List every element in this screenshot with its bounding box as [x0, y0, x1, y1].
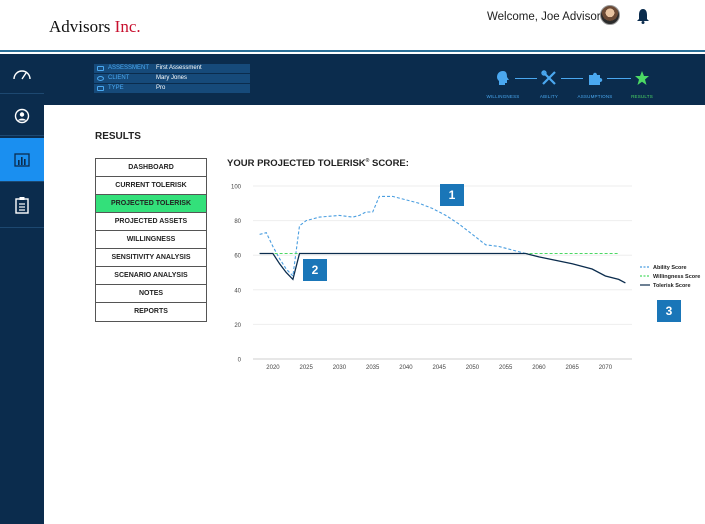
type-icon [97, 86, 104, 91]
callout-badge: 2 [303, 259, 327, 281]
chart-title: YOUR PROJECTED TOLERISK® SCORE: [227, 158, 409, 169]
x-tick-label: 2020 [266, 365, 280, 371]
step-label-willingness: WILLINGNESS [486, 94, 520, 99]
bell-icon[interactable] [636, 8, 650, 24]
brand-logo[interactable]: Advisors Inc. [49, 17, 141, 37]
step-results[interactable] [632, 68, 652, 88]
results-menu: DASHBOARD CURRENT TOLERISK PROJECTED TOL… [95, 158, 207, 322]
welcome-text: Welcome, Joe Advisor [487, 11, 601, 23]
legend-label: Ability Score [653, 265, 687, 271]
x-tick-label: 2055 [499, 365, 513, 371]
sidebar-item-reports[interactable] [0, 182, 44, 228]
y-tick-label: 100 [231, 185, 242, 191]
chart-title-text: YOUR PROJECTED TOLERISK [227, 158, 366, 170]
step-label-assumptions: ASSUMPTIONS [577, 94, 613, 99]
dashboard-gauge-icon [13, 69, 31, 79]
brand-name: Advisors [49, 17, 115, 36]
y-tick-label: 0 [238, 358, 242, 364]
chart-icon [14, 152, 30, 167]
x-tick-label: 2060 [532, 365, 546, 371]
step-connector [561, 78, 583, 79]
page-title: RESULTS [95, 131, 141, 142]
sidebar-item-dashboard[interactable] [0, 54, 44, 94]
step-willingness[interactable] [493, 68, 513, 88]
star-icon [635, 71, 649, 85]
assessment-label: ASSESSMENT [108, 65, 150, 71]
brand-suffix: Inc. [114, 17, 141, 36]
type-row: TYPE Pro [94, 84, 250, 93]
assessment-bar: ASSESSMENT First Assessment CLIENT Mary … [44, 54, 705, 105]
type-label: TYPE [108, 85, 124, 91]
clipboard-icon [15, 196, 29, 214]
menu-item-notes[interactable]: NOTES [96, 285, 206, 303]
x-tick-label: 2050 [466, 365, 480, 371]
avatar[interactable] [600, 5, 620, 25]
top-header: Advisors Inc. Welcome, Joe Advisor [0, 0, 705, 52]
menu-item-projected-assets[interactable]: PROJECTED ASSETS [96, 213, 206, 231]
x-tick-label: 2035 [366, 365, 380, 371]
assessment-row: ASSESSMENT First Assessment [94, 64, 250, 73]
head-icon [497, 71, 509, 85]
menu-item-dashboard[interactable]: DASHBOARD [96, 159, 206, 177]
puzzle-icon [589, 72, 603, 85]
x-tick-label: 2070 [599, 365, 613, 371]
y-tick-label: 80 [234, 219, 241, 225]
menu-item-scenario-analysis[interactable]: SCENARIO ANALYSIS [96, 267, 206, 285]
step-label-ability: ABILITY [539, 94, 559, 99]
menu-item-reports[interactable]: REPORTS [134, 308, 168, 315]
y-tick-label: 20 [234, 323, 241, 329]
registered-mark: ® [365, 158, 370, 164]
user-icon [14, 108, 30, 123]
y-tick-label: 40 [234, 288, 241, 294]
tools-icon [541, 70, 556, 85]
legend-label: Tolerisk Score [653, 283, 691, 289]
step-label-results: RESULTS [631, 94, 653, 99]
legend-label: Willingness Score [653, 274, 700, 280]
sidebar-nav [0, 54, 44, 524]
step-ability[interactable] [539, 68, 559, 88]
client-icon [97, 76, 104, 81]
step-connector [607, 78, 631, 79]
x-tick-label: 2030 [333, 365, 347, 371]
tolerisk-score-line [259, 252, 626, 284]
x-tick-label: 2025 [300, 365, 314, 371]
client-label: CLIENT [108, 75, 130, 81]
client-value: Mary Jones [156, 75, 188, 81]
x-tick-label: 2065 [565, 365, 579, 371]
step-assumptions[interactable] [585, 68, 605, 88]
document-icon [97, 66, 104, 71]
sidebar-item-results[interactable] [0, 138, 44, 182]
sidebar-item-client[interactable] [0, 96, 44, 136]
ability-score-line [259, 195, 526, 278]
assessment-value: First Assessment [156, 65, 202, 71]
client-row: CLIENT Mary Jones [94, 74, 250, 83]
menu-item-willingness[interactable]: WILLINGNESS [96, 231, 206, 249]
menu-item-current-tolerisk[interactable]: CURRENT TOLERISK [96, 177, 206, 195]
chart-title-suffix: SCORE: [369, 158, 409, 170]
y-tick-label: 60 [234, 254, 241, 260]
menu-item-sensitivity-analysis[interactable]: SENSITIVITY ANALYSIS [96, 249, 206, 267]
type-value: Pro [156, 85, 166, 91]
x-tick-label: 2045 [432, 365, 446, 371]
step-connector [515, 78, 537, 79]
menu-item-projected-tolerisk[interactable]: PROJECTED TOLERISK [96, 195, 206, 213]
x-tick-label: 2040 [399, 365, 413, 371]
callout-badge: 3 [657, 300, 681, 322]
callout-badge: 1 [440, 184, 464, 206]
